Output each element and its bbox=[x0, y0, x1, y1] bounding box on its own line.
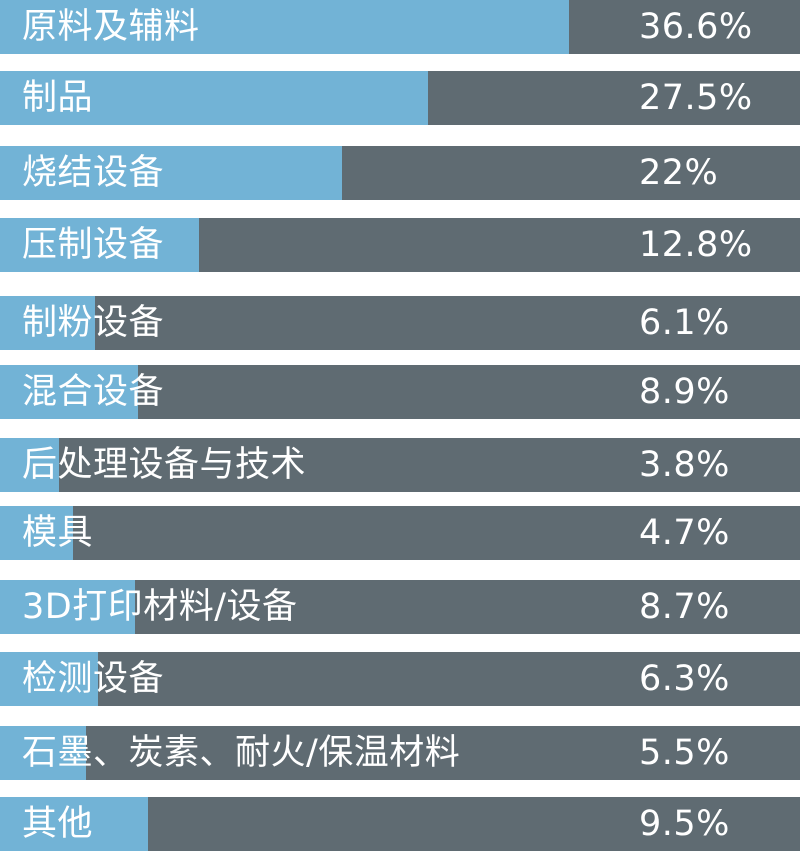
category-label: 原料及辅料 bbox=[22, 7, 200, 47]
bar bbox=[0, 218, 199, 272]
category-label: 3D打印材料/设备 bbox=[22, 587, 298, 627]
bar-row: 原料及辅料 36.6% bbox=[0, 0, 800, 54]
category-label: 混合设备 bbox=[22, 372, 165, 412]
category-label: 其他 bbox=[22, 804, 94, 844]
category-label: 制品 bbox=[22, 78, 94, 118]
category-label: 制粉设备 bbox=[22, 303, 165, 343]
category-label: 后处理设备与技术 bbox=[22, 445, 307, 485]
category-label: 检测设备 bbox=[22, 659, 165, 699]
category-label: 烧结设备 bbox=[22, 153, 165, 193]
value-label: 8.9% bbox=[639, 372, 730, 412]
value-label: 27.5% bbox=[639, 78, 753, 118]
bar-row: 后处理设备与技术 3.8% bbox=[0, 438, 800, 492]
value-label: 6.3% bbox=[639, 659, 730, 699]
bar-row: 石墨、炭素、耐火/保温材料 5.5% bbox=[0, 726, 800, 780]
value-label: 8.7% bbox=[639, 587, 730, 627]
value-label: 9.5% bbox=[639, 804, 730, 844]
category-label: 石墨、炭素、耐火/保温材料 bbox=[22, 733, 461, 773]
bar-row: 检测设备 6.3% bbox=[0, 652, 800, 706]
bar-row: 压制设备 12.8% bbox=[0, 218, 800, 272]
bar bbox=[0, 365, 138, 419]
bar bbox=[0, 438, 59, 492]
value-label: 4.7% bbox=[639, 513, 730, 553]
bar-row: 制品 27.5% bbox=[0, 71, 800, 125]
value-label: 6.1% bbox=[639, 303, 730, 343]
bar bbox=[0, 580, 135, 634]
value-label: 3.8% bbox=[639, 445, 730, 485]
bar bbox=[0, 146, 342, 200]
bar bbox=[0, 726, 86, 780]
bar-row: 3D打印材料/设备 8.7% bbox=[0, 580, 800, 634]
value-label: 22% bbox=[639, 153, 719, 193]
value-label: 36.6% bbox=[639, 7, 753, 47]
value-label: 5.5% bbox=[639, 733, 730, 773]
bar-row: 烧结设备 22% bbox=[0, 146, 800, 200]
bar-row: 模具 4.7% bbox=[0, 506, 800, 560]
bar bbox=[0, 652, 98, 706]
bar bbox=[0, 506, 73, 560]
bar-row: 混合设备 8.9% bbox=[0, 365, 800, 419]
value-label: 12.8% bbox=[639, 225, 753, 265]
bar bbox=[0, 797, 148, 851]
bar-row: 其他 9.5% bbox=[0, 797, 800, 851]
bar bbox=[0, 71, 428, 125]
bar bbox=[0, 296, 95, 350]
category-label: 压制设备 bbox=[22, 225, 165, 265]
category-label: 模具 bbox=[22, 513, 94, 553]
bar-row: 制粉设备 6.1% bbox=[0, 296, 800, 350]
bar bbox=[0, 0, 569, 54]
